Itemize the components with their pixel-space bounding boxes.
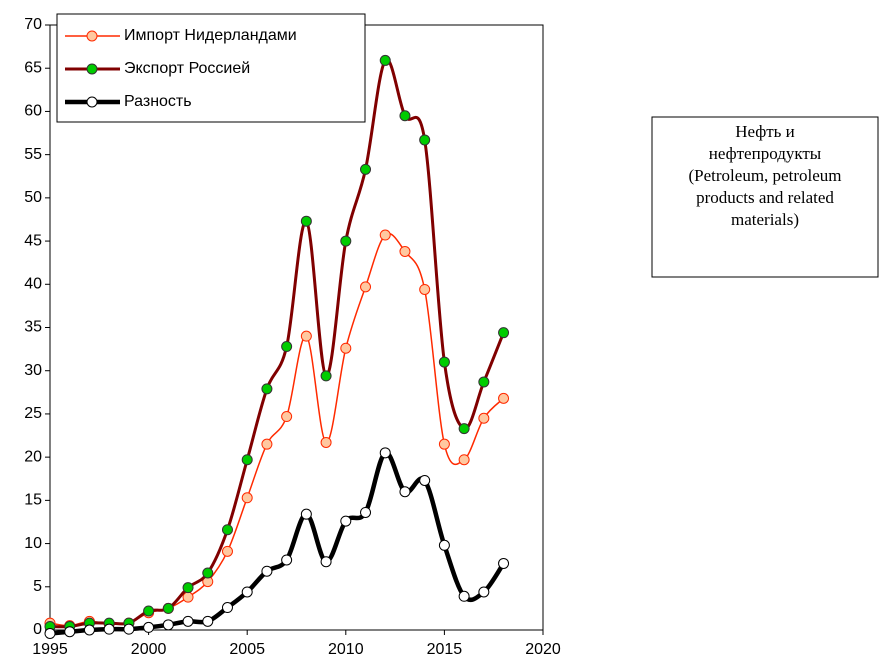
x-tick-label: 2010: [328, 641, 364, 658]
point: [261, 438, 273, 450]
point: [300, 215, 312, 227]
y-tick-label: 55: [24, 146, 42, 163]
legend-marker: [86, 30, 98, 42]
point: [221, 602, 233, 614]
point: [103, 623, 115, 635]
point: [202, 615, 214, 627]
point: [498, 557, 510, 569]
point: [143, 621, 155, 633]
point: [379, 229, 391, 241]
x-tick-label: 2005: [229, 641, 265, 658]
point: [399, 245, 411, 257]
y-tick-label: 5: [33, 578, 42, 595]
point: [438, 438, 450, 450]
point: [241, 454, 253, 466]
point: [261, 565, 273, 577]
point: [458, 590, 470, 602]
legend-marker: [86, 96, 98, 108]
point: [44, 627, 56, 639]
point: [202, 567, 214, 579]
y-tick-label: 25: [24, 405, 42, 422]
point: [143, 605, 155, 617]
y-tick-label: 20: [24, 448, 42, 465]
x-tick-label: 2015: [427, 641, 463, 658]
point: [281, 411, 293, 423]
y-tick-label: 70: [24, 16, 42, 33]
point: [438, 539, 450, 551]
y-tick-label: 45: [24, 232, 42, 249]
point: [300, 508, 312, 520]
y-tick-label: 65: [24, 59, 42, 76]
y-tick-label: 35: [24, 319, 42, 336]
x-tick-label: 2020: [525, 641, 561, 658]
point: [182, 582, 194, 594]
point: [64, 626, 76, 638]
point: [340, 342, 352, 354]
y-tick-label: 50: [24, 189, 42, 206]
legend-label: Экспорт Россией: [124, 60, 250, 77]
y-tick-label: 40: [24, 276, 42, 293]
annotation-line: Нефть и: [735, 122, 795, 141]
point: [320, 436, 332, 448]
annotation-line: (Petroleum, petroleum: [689, 166, 842, 185]
point: [221, 524, 233, 536]
point: [281, 341, 293, 353]
point: [83, 624, 95, 636]
y-tick-label: 10: [24, 535, 42, 552]
point: [379, 447, 391, 459]
y-tick-label: 60: [24, 103, 42, 120]
point: [419, 283, 431, 295]
point: [458, 454, 470, 466]
series-line: [49, 58, 505, 629]
point: [360, 163, 372, 175]
point: [360, 281, 372, 293]
legend-marker: [86, 63, 98, 75]
point: [123, 623, 135, 635]
point: [162, 602, 174, 614]
annotation-line: products and related: [696, 188, 834, 207]
point: [379, 54, 391, 66]
series-line: [49, 450, 506, 636]
point: [300, 330, 312, 342]
point: [399, 486, 411, 498]
point: [478, 376, 490, 388]
point: [340, 515, 352, 527]
annotation-line: нефтепродукты: [709, 144, 822, 163]
y-tick-label: 15: [24, 492, 42, 509]
point: [478, 586, 490, 598]
y-tick-label: 0: [33, 621, 42, 638]
point: [261, 383, 273, 395]
point: [399, 110, 411, 122]
point: [498, 392, 510, 404]
point: [320, 556, 332, 568]
x-tick-label: 1995: [32, 641, 68, 658]
point: [419, 474, 431, 486]
point: [241, 492, 253, 504]
x-tick-label: 2000: [131, 641, 167, 658]
point: [182, 591, 194, 603]
legend-label: Импорт Нидерландами: [124, 27, 297, 44]
point: [182, 615, 194, 627]
annotation-line: materials): [731, 210, 799, 229]
point: [162, 619, 174, 631]
point: [281, 554, 293, 566]
point: [458, 423, 470, 435]
point: [320, 370, 332, 382]
point: [438, 356, 450, 368]
point: [478, 412, 490, 424]
legend-label: Разность: [124, 93, 192, 110]
point: [241, 586, 253, 598]
annotation-box: [651, 116, 879, 278]
point: [340, 235, 352, 247]
point: [221, 545, 233, 557]
point: [360, 506, 372, 518]
point: [419, 134, 431, 146]
point: [498, 327, 510, 339]
y-tick-label: 30: [24, 362, 42, 379]
